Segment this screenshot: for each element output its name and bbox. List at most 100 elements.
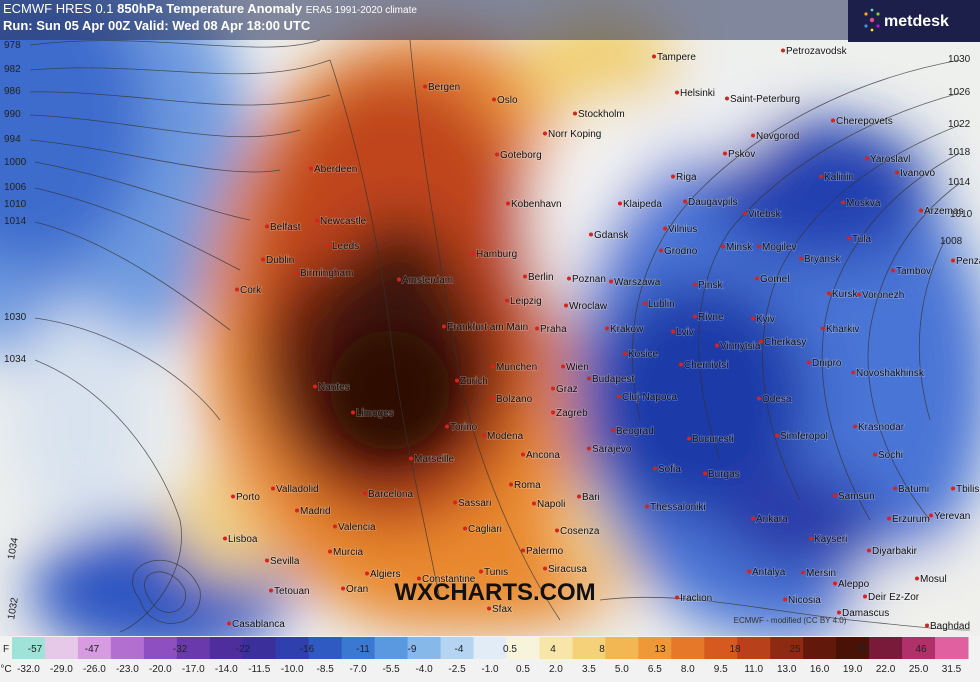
city-label: Daugavpils — [688, 197, 737, 208]
city-dot — [807, 360, 811, 365]
city-label: Roma — [514, 480, 541, 491]
legend-swatch — [770, 637, 804, 659]
city-dot — [227, 621, 231, 626]
map-labels: 978 982 986 990 994 1000 1006 1010 1014 1030 1034 1… — [4, 40, 980, 633]
city-label: Novoshakhinsk — [856, 368, 925, 379]
city-label: Zagreb — [556, 408, 588, 419]
city-label: Palermo — [526, 546, 564, 557]
city-dot — [223, 536, 227, 541]
city-dot — [577, 494, 581, 499]
city-label: Bolzano — [496, 394, 533, 405]
city-dot — [747, 569, 751, 574]
city-dot — [821, 326, 825, 331]
city-dot — [929, 513, 933, 518]
city-dot — [687, 436, 691, 441]
city-dot — [269, 588, 273, 593]
legend-c-label: 0.5 — [516, 664, 530, 675]
city-dot — [271, 486, 275, 491]
legend-f-label: 4 — [550, 644, 556, 655]
isobar-label: 1026 — [948, 87, 971, 98]
isobar-label: 1018 — [948, 147, 971, 158]
legend-swatch — [242, 637, 277, 659]
city-label: Wien — [566, 362, 589, 373]
city-dot — [693, 282, 697, 287]
city-dot — [235, 287, 239, 292]
isobar-label: 1006 — [4, 182, 27, 193]
city-dot — [759, 339, 763, 344]
city-dot — [492, 97, 496, 102]
legend-swatch — [638, 637, 672, 659]
city-label: Marseille — [414, 454, 454, 465]
city-label: Murcia — [333, 547, 363, 558]
city-label: Tetouan — [274, 586, 310, 597]
city-label: Mosul — [920, 574, 947, 585]
city-label: Madrid — [300, 506, 331, 517]
city-label: Aberdeen — [314, 164, 357, 175]
city-dot — [751, 516, 755, 521]
city-label: Birmingham — [300, 268, 353, 279]
city-label: Odesa — [762, 394, 792, 405]
city-label: Ivanovo — [900, 168, 935, 179]
city-dot — [683, 199, 687, 204]
legend-c-label: -10.0 — [281, 664, 304, 675]
city-label: Novgorod — [756, 131, 799, 142]
legend-swatch — [77, 637, 112, 659]
city-label: Gomel — [760, 274, 789, 285]
city-label: Bucuresti — [692, 434, 734, 445]
city-label: Dublin — [266, 255, 294, 266]
city-dot — [781, 48, 785, 53]
city-label: Frankfurt am Main — [447, 322, 528, 333]
isobar-label: 990 — [4, 109, 21, 120]
legend-c-label: 16.0 — [810, 664, 830, 675]
city-dot — [833, 493, 837, 498]
city-label: Praha — [540, 324, 567, 335]
city-label: Simferopol — [780, 431, 828, 442]
city-label: Tbilisi — [956, 484, 980, 495]
legend-c-label: 6.5 — [648, 664, 662, 675]
legend-f-label: -47 — [85, 644, 100, 655]
city-label: Graz — [556, 384, 578, 395]
header-model: ECMWF HRES 0.1 850hPa Temperature Anomal… — [3, 1, 417, 16]
city-dot — [893, 486, 897, 491]
isobar-label: 1008 — [940, 236, 963, 247]
city-label: Ancona — [526, 450, 560, 461]
city-label: Kursk — [832, 289, 859, 300]
city-dot — [867, 548, 871, 553]
city-label: Aleppo — [838, 579, 870, 590]
city-dot — [895, 170, 899, 175]
city-label: Constantine — [422, 574, 476, 585]
legend-c-label: -1.0 — [481, 664, 499, 675]
city-label: Goteborg — [500, 150, 542, 161]
city-dot — [831, 118, 835, 123]
city-label: Mersin — [806, 568, 836, 579]
legend-c-label: -7.0 — [350, 664, 368, 675]
city-label: Berlin — [528, 272, 554, 283]
city-label: Mogilev — [762, 242, 796, 253]
city-dot — [561, 364, 565, 369]
city-label: Tula — [852, 234, 872, 245]
city-dot — [409, 456, 413, 461]
city-label: Yerevan — [934, 511, 970, 522]
city-label: Kyiv — [756, 314, 775, 325]
city-dot — [663, 226, 667, 231]
city-label: Bari — [582, 492, 600, 503]
city-label: Riga — [676, 172, 697, 183]
city-dot — [653, 466, 657, 471]
legend-swatch — [737, 637, 771, 659]
city-dot — [853, 424, 857, 429]
isobar-label: 1030 — [948, 54, 971, 65]
city-label: Thessaloniki — [650, 502, 706, 513]
model: ECMWF HRES 0.1 — [3, 1, 114, 16]
city-label: Antalya — [752, 567, 786, 578]
legend-swatch — [341, 637, 376, 659]
city-label: Pinsk — [698, 280, 723, 291]
isobar-label: 1030 — [4, 312, 27, 323]
city-dot — [623, 351, 627, 356]
city-label: Cherkasy — [764, 337, 806, 348]
city-dot — [315, 218, 319, 223]
legend-c-label: -20.0 — [149, 664, 172, 675]
city-label: Vitebsk — [748, 209, 782, 220]
city-label: Poznan — [572, 274, 606, 285]
legend-swatch — [407, 637, 442, 659]
